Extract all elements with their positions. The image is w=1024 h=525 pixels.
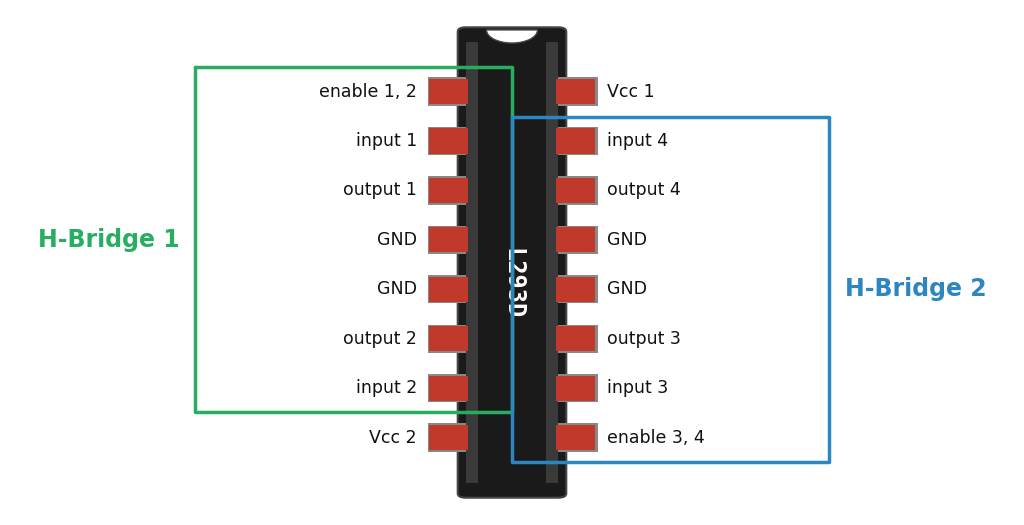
Bar <box>428 275 473 303</box>
Bar <box>556 178 595 203</box>
Text: input 1: input 1 <box>355 132 417 150</box>
Bar <box>429 425 468 450</box>
Bar <box>428 424 473 452</box>
Text: input 4: input 4 <box>607 132 669 150</box>
Bar <box>553 424 598 452</box>
Bar <box>428 127 473 155</box>
Bar <box>556 425 595 450</box>
Bar <box>553 127 598 155</box>
Bar <box>553 324 598 353</box>
Bar <box>428 324 473 353</box>
Text: GND: GND <box>607 280 647 298</box>
Bar <box>553 226 598 254</box>
Bar <box>556 79 595 104</box>
Bar <box>553 176 598 205</box>
Text: output 1: output 1 <box>343 182 417 200</box>
Text: GND: GND <box>377 280 417 298</box>
Bar <box>428 176 473 205</box>
Text: output 3: output 3 <box>607 330 681 348</box>
Bar <box>429 79 468 104</box>
Text: Vcc 1: Vcc 1 <box>607 82 655 101</box>
Text: input 2: input 2 <box>355 379 417 397</box>
Text: GND: GND <box>607 231 647 249</box>
Bar <box>428 226 473 254</box>
Text: L293D: L293D <box>500 248 524 319</box>
Bar <box>553 77 598 106</box>
Bar <box>429 375 468 401</box>
Bar <box>556 277 595 302</box>
Bar <box>428 77 473 106</box>
Bar <box>429 178 468 203</box>
Wedge shape <box>486 30 538 43</box>
Text: H-Bridge 2: H-Bridge 2 <box>845 277 986 301</box>
Bar <box>429 326 468 351</box>
Text: enable 3, 4: enable 3, 4 <box>607 428 705 447</box>
Text: input 3: input 3 <box>607 379 669 397</box>
Text: enable 1, 2: enable 1, 2 <box>318 82 417 101</box>
Bar <box>429 129 468 154</box>
Bar <box>429 277 468 302</box>
Text: Vcc 2: Vcc 2 <box>369 428 417 447</box>
Bar <box>553 374 598 402</box>
Bar <box>429 227 468 253</box>
Text: GND: GND <box>377 231 417 249</box>
Bar <box>428 374 473 402</box>
Text: output 4: output 4 <box>607 182 681 200</box>
Bar <box>556 227 595 253</box>
Bar <box>556 375 595 401</box>
FancyBboxPatch shape <box>458 27 566 498</box>
Bar <box>466 42 478 483</box>
Bar <box>556 326 595 351</box>
Text: output 2: output 2 <box>343 330 417 348</box>
Bar <box>546 42 558 483</box>
Bar <box>553 275 598 303</box>
Bar <box>556 129 595 154</box>
Text: H-Bridge 1: H-Bridge 1 <box>38 228 179 252</box>
